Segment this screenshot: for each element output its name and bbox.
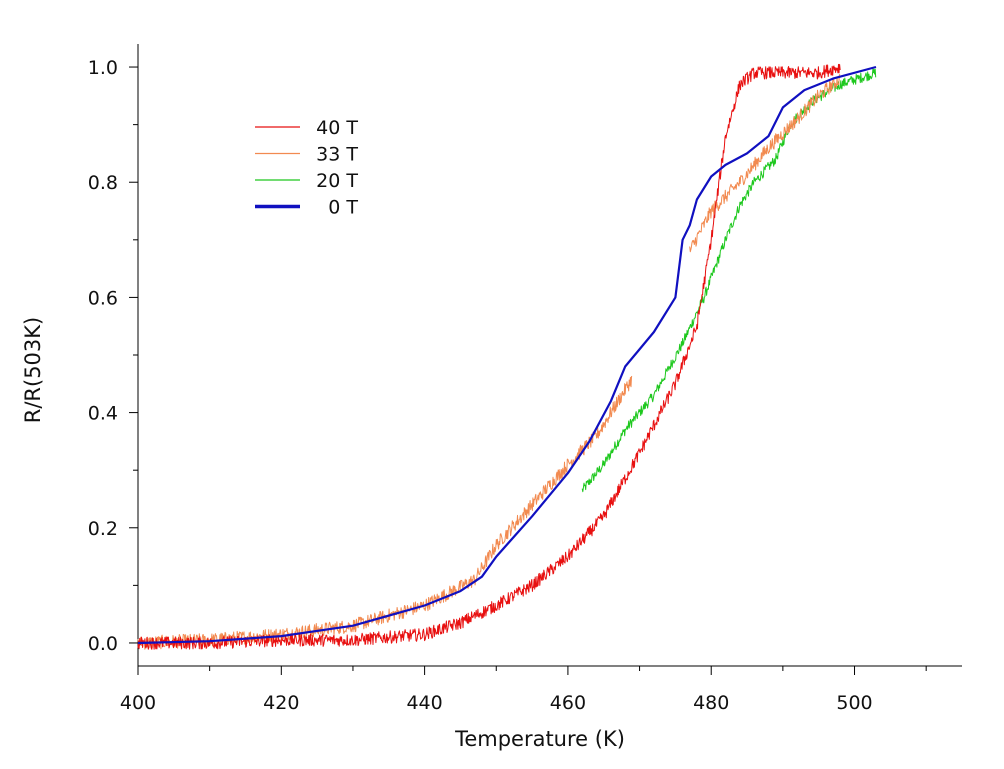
x-tick-label: 500 (836, 692, 872, 714)
series-line-33t (137, 375, 633, 650)
legend: 40 T 33 T 20 T 0 T (255, 117, 358, 219)
y-tick-label: 0.4 (88, 403, 118, 425)
series-layer (137, 63, 877, 650)
y-ticks: 0.0 0.2 0.4 0.6 0.8 1.0 (88, 57, 138, 655)
x-tick-label: 400 (120, 692, 156, 714)
legend-label-20t: 20 T (316, 170, 358, 192)
y-tick-label: 1.0 (88, 57, 118, 79)
x-tick-label: 420 (263, 692, 299, 714)
y-tick-label: 0.2 (88, 518, 118, 540)
legend-label-33t: 33 T (316, 144, 358, 166)
x-tick-label: 480 (693, 692, 729, 714)
y-tick-label: 0.6 (88, 287, 118, 309)
series-line-20t (581, 68, 877, 493)
x-tick-label: 460 (550, 692, 586, 714)
series-line-40t (137, 63, 841, 650)
legend-label-0t: 0 T (328, 197, 358, 219)
series-line-33t (689, 74, 841, 253)
series-line-0t (137, 65, 877, 645)
x-axis-title: Temperature (K) (454, 727, 625, 751)
y-axis-title: R/R(503K) (21, 317, 45, 424)
legend-label-40t: 40 T (316, 117, 358, 139)
x-tick-label: 440 (406, 692, 442, 714)
y-tick-label: 0.0 (88, 633, 118, 655)
x-ticks: 400 420 440 460 480 500 (120, 666, 927, 714)
y-tick-label: 0.8 (88, 172, 118, 194)
